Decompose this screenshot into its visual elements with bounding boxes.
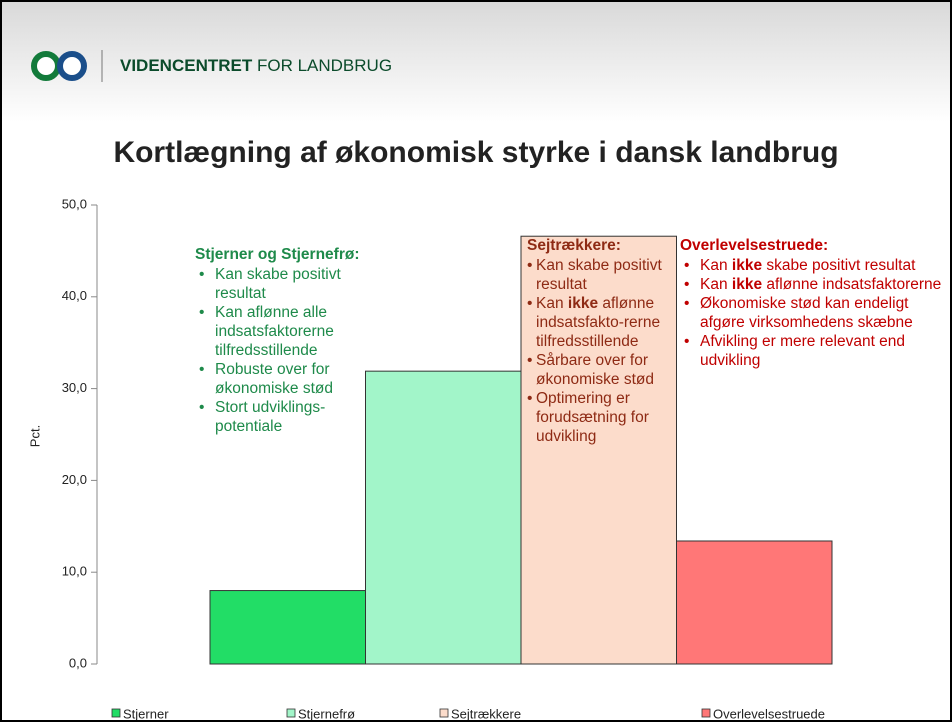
annotation-text: ikke bbox=[567, 295, 599, 312]
annotation-text: Afvikling er mere relevant end udvikling bbox=[700, 333, 906, 369]
y-tick-label: 20,0 bbox=[62, 472, 87, 487]
annotation-item: Kan ikke aflønne indsatsfakto-rerne tilf… bbox=[527, 294, 675, 351]
legend-label: Overlevelsestruede bbox=[713, 706, 825, 720]
annotation-item: Sårbare over for økonomiske stød bbox=[527, 351, 675, 389]
annotation-title: Overlevelsestruede: bbox=[680, 237, 829, 254]
annotation-text: skabe positivt resultat bbox=[762, 257, 916, 274]
annotation-title: Sejtrækkere: bbox=[527, 237, 621, 254]
annotation-text: Kan bbox=[700, 257, 732, 274]
annotation-text: Kan bbox=[700, 276, 732, 293]
bar bbox=[209, 590, 366, 665]
annotation-text: Kan skabe positivt resultat bbox=[536, 257, 662, 293]
annotation-text: Kan skabe positivt resultat bbox=[215, 266, 341, 302]
annotation-text: Stort udviklings-potentiale bbox=[215, 399, 326, 435]
annotation-text: Økonomiske stød kan endeligt afgøre virk… bbox=[700, 295, 913, 331]
annotation-title: Stjerner og Stjernefrø: bbox=[195, 246, 360, 263]
legend-label: Stjernefrø bbox=[298, 706, 355, 720]
annotation-text: aflønne indsatsfakto-rerne tilfredsstill… bbox=[536, 295, 661, 350]
annotation-item: Robuste over for økonomiske stød bbox=[195, 360, 375, 398]
annotation-item: Afvikling er mere relevant end udvikling bbox=[680, 332, 942, 370]
brand: VIDENCENTRET FOR LANDBRUG bbox=[120, 56, 392, 75]
brand-rest: FOR LANDBRUG bbox=[257, 56, 392, 75]
y-tick-label: 40,0 bbox=[62, 288, 87, 303]
y-tick-label: 10,0 bbox=[62, 564, 87, 579]
annotation-item: Kan skabe positivt resultat bbox=[195, 265, 375, 303]
legend-label: Stjerner bbox=[123, 706, 169, 720]
annotation-item: Kan ikke skabe positivt resultat bbox=[680, 256, 942, 275]
annotation-text: Sårbare over for økonomiske stød bbox=[536, 352, 655, 388]
annotation-item: Optimering er forudsætning for udvikling bbox=[527, 389, 675, 446]
logo-circle bbox=[31, 51, 61, 81]
legend-swatch bbox=[439, 708, 449, 718]
y-axis-label: Pct. bbox=[27, 425, 42, 447]
annotation: Sejtrækkere:Kan skabe positivt resultatK… bbox=[527, 236, 675, 446]
chart-title: Kortlægning af økonomisk styrke i dansk … bbox=[113, 136, 838, 169]
annotation: Overlevelsestruede: Kan ikke skabe positi… bbox=[680, 236, 942, 370]
annotation-item: Økonomiske stød kan endeligt afgøre virk… bbox=[680, 294, 942, 332]
header-band bbox=[2, 2, 950, 122]
annotation-text: Robuste over for økonomiske stød bbox=[215, 361, 334, 397]
logo-circle bbox=[57, 51, 87, 81]
y-tick-label: 30,0 bbox=[62, 380, 87, 395]
y-tick-label: 50,0 bbox=[62, 196, 87, 211]
bar bbox=[365, 370, 522, 665]
annotation-item: Kan skabe positivt resultat bbox=[527, 256, 675, 294]
annotation-item: Kan aflønne alle indsatsfaktorerne tilfr… bbox=[195, 303, 375, 360]
brand-bold: VIDENCENTRET bbox=[120, 56, 253, 75]
annotation-text: Kan aflønne alle indsatsfaktorerne tilfr… bbox=[215, 304, 334, 359]
legend-swatch bbox=[286, 708, 296, 718]
annotation-text: Optimering er forudsætning for udvikling bbox=[536, 390, 649, 445]
annotation-text: aflønne indsatsfaktorerne bbox=[762, 276, 942, 293]
annotation-text: ikke bbox=[731, 257, 763, 274]
legend-swatch bbox=[111, 708, 121, 718]
bar bbox=[676, 540, 833, 665]
annotation-text: Kan bbox=[536, 295, 568, 312]
annotation-item: Kan ikke aflønne indsatsfaktorerne bbox=[680, 275, 942, 294]
legend-label: Sejtrækkere bbox=[451, 706, 521, 720]
annotation-text: ikke bbox=[731, 276, 763, 293]
annotation: Stjerner og Stjernefrø: Kan skabe positiv… bbox=[195, 245, 375, 436]
y-tick-label: 0,0 bbox=[69, 655, 87, 670]
annotation-item: Stort udviklings-potentiale bbox=[195, 398, 375, 436]
legend-swatch bbox=[701, 708, 711, 718]
